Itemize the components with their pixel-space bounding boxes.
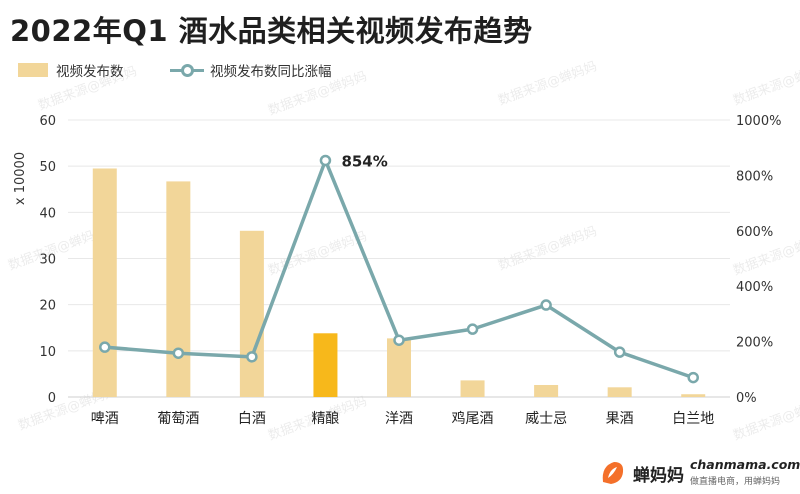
x-tick-label: 白酒 [238, 411, 266, 427]
y2-tick-label: 0% [736, 391, 757, 406]
y-tick-label: 50 [39, 160, 56, 175]
data-label: 854% [341, 152, 387, 170]
y-axis-label: x 10000 [13, 152, 28, 205]
x-tick-label: 白兰地 [672, 411, 714, 427]
x-tick-label: 啤酒 [91, 411, 119, 427]
growth-point [540, 299, 552, 311]
growth-point [687, 371, 699, 384]
y2-tick-label: 1000% [736, 114, 781, 129]
y2-tick-label: 200% [736, 336, 773, 351]
growth-point [319, 154, 332, 167]
y2-tick-label: 800% [736, 169, 773, 184]
legend-bar-label: 视频发布数 [56, 64, 124, 80]
legend-item-line: 视频发布数同比涨幅 [170, 60, 332, 80]
brand-logo-block: 蝉妈妈 [597, 457, 684, 489]
y2-tick-label: 600% [736, 225, 773, 240]
y-tick-label: 40 [39, 206, 56, 221]
bar [387, 338, 411, 397]
watermark-text: 数据来源@蝉妈妈 [266, 229, 369, 279]
growth-point [613, 346, 626, 358]
legend-item-bar: 视频发布数 [18, 60, 124, 80]
growth-point [466, 323, 479, 335]
y-tick-label: 0 [48, 391, 56, 406]
x-tick-label: 精酿 [311, 411, 339, 427]
x-tick-label: 果酒 [606, 411, 634, 427]
y2-tick-label: 400% [736, 280, 773, 295]
y-tick-label: 30 [39, 253, 56, 268]
brand-url: chanmama.com [690, 457, 800, 472]
brand-name: 蝉妈妈 [633, 465, 684, 486]
x-tick-label: 鸡尾酒 [452, 410, 494, 427]
watermark-text: 数据来源@蝉妈妈 [266, 69, 369, 119]
y-tick-label: 60 [39, 114, 56, 129]
growth-point [99, 341, 111, 353]
chart-title: 2022年Q1 酒水品类相关视频发布趋势 [10, 14, 533, 48]
watermark-text: 数据来源@蝉妈妈 [496, 224, 599, 274]
brand-site: chanmama.com 做直播电商，用蝉妈妈 [690, 457, 800, 487]
cicada-logo-icon [602, 462, 624, 484]
x-tick-label: 葡萄酒 [157, 411, 199, 427]
legend-line-swatch [170, 63, 204, 77]
bar [239, 230, 264, 397]
bar [534, 384, 559, 397]
legend-line-label: 视频发布数同比涨幅 [210, 64, 332, 80]
bar [607, 387, 632, 397]
watermark-text: 数据来源@蝉妈妈 [36, 64, 139, 114]
y-tick-label: 10 [39, 345, 56, 360]
x-tick-label: 洋酒 [385, 411, 413, 427]
growth-point [172, 347, 185, 359]
y-tick-label: 20 [39, 299, 56, 314]
bar [92, 168, 117, 397]
bar [681, 394, 706, 397]
bar [166, 181, 191, 397]
legend-bar-swatch [18, 63, 48, 77]
bar [460, 380, 485, 397]
watermark-text: 数据来源@蝉妈妈 [496, 59, 599, 109]
watermark-text: 数据来源@蝉妈妈 [731, 59, 800, 109]
growth-point [393, 334, 405, 346]
brand-tagline: 做直播电商，用蝉妈妈 [690, 477, 781, 487]
bar [313, 333, 338, 397]
x-tick-label: 威士忌 [525, 411, 567, 427]
growth-point [246, 351, 258, 363]
